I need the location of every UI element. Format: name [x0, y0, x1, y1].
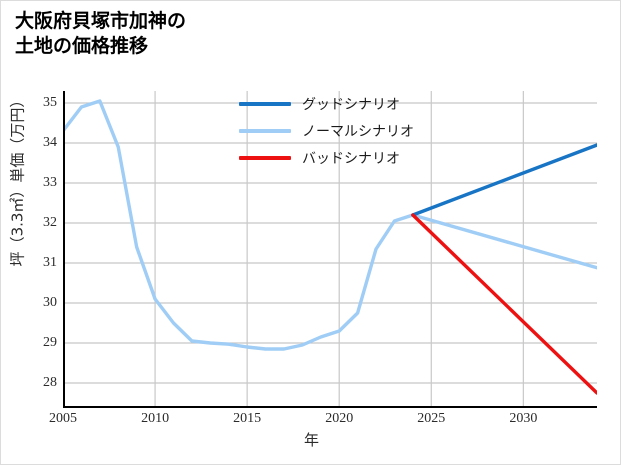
- gridlines: [63, 91, 597, 407]
- plot-area: [63, 91, 597, 407]
- x-tick-label: 2030: [509, 411, 538, 426]
- y-tick-label: 35: [43, 95, 57, 110]
- chart-svg: [63, 91, 597, 407]
- y-axis-ticks: 28 29 30 31 32 33 34 35: [25, 1, 57, 464]
- legend-item[interactable]: ノーマルシナリオ: [239, 117, 459, 144]
- y-axis-spine: [63, 91, 65, 408]
- series-line: [63, 99, 597, 351]
- y-tick-label: 32: [43, 215, 57, 230]
- legend-item-label: グッドシナリオ: [302, 96, 400, 113]
- x-tick-label: 2015: [233, 411, 262, 426]
- page-title: 大阪府貝塚市加神の 土地の価格推移: [15, 10, 187, 58]
- x-tick-label: 2025: [417, 411, 446, 426]
- y-tick-label: 29: [43, 335, 57, 350]
- series-line: [411, 213, 597, 395]
- series-lines: [63, 99, 597, 395]
- series-line: [411, 143, 597, 217]
- y-tick-label: 28: [43, 375, 57, 390]
- y-tick-label: 31: [43, 255, 57, 270]
- legend-item[interactable]: グッドシナリオ: [239, 90, 459, 117]
- legend-swatch-icon: [239, 128, 291, 133]
- y-tick-label: 30: [43, 295, 57, 310]
- x-tick-label: 2005: [49, 411, 77, 426]
- y-tick-label: 33: [43, 175, 57, 190]
- x-tick-label: 2020: [325, 411, 354, 426]
- x-axis-title: 年: [303, 431, 319, 449]
- legend-item-label: バッドシナリオ: [302, 150, 400, 167]
- chart-legend: グッドシナリオ ノーマルシナリオ バッドシナリオ: [239, 90, 459, 171]
- legend-swatch-icon: [239, 101, 291, 106]
- y-axis-title: 坪（3.3㎡）単価（万円）: [8, 92, 27, 267]
- y-tick-label: 34: [43, 135, 57, 150]
- x-tick-label: 2010: [141, 411, 170, 426]
- legend-item-label: ノーマルシナリオ: [302, 123, 414, 140]
- legend-item[interactable]: バッドシナリオ: [239, 144, 459, 171]
- legend-swatch-icon: [239, 155, 291, 160]
- x-axis-spine: [63, 406, 597, 408]
